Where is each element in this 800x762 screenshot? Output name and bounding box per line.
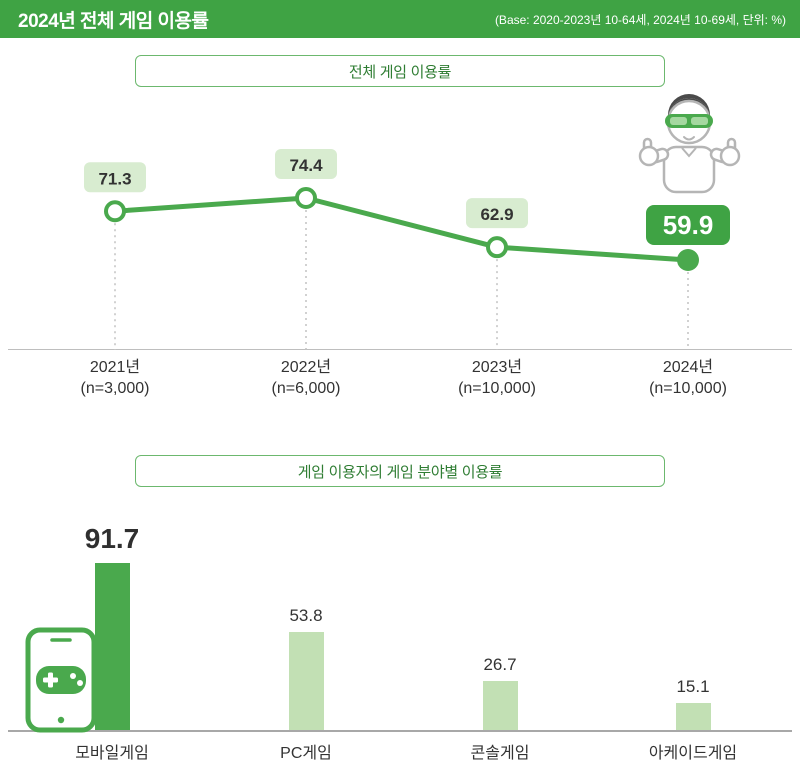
bar-category-label: 아케이드게임 — [648, 745, 738, 762]
header-bar: 2024년 전체 게임 이용률 (Base: 2020-2023년 10-64세… — [0, 0, 800, 38]
bar-value-label: 15.1 — [676, 677, 710, 696]
line-x-label: 2024년 (n=10,000) — [649, 359, 727, 397]
svg-text:62.9: 62.9 — [480, 205, 513, 224]
line-x-axis-labels: 2021년 (n=3,000) 2022년 (n=6,000) 2023년 (n=10,0… — [0, 357, 800, 405]
genre-bar-chart: 91.7 모바일게임 53.8 PC게임 26.7 콘솔게임 15.1 아케이드게임 — [0, 500, 800, 762]
bar-chart-axis-line — [8, 730, 792, 732]
svg-text:74.4: 74.4 — [289, 156, 323, 175]
line-chart-title: 전체 게임 이용률 — [135, 55, 665, 87]
bar-value-label: 26.7 — [483, 655, 517, 674]
bar — [482, 681, 518, 730]
bar-value-label: 91.7 — [84, 523, 140, 554]
line-x-label: 2021년 (n=3,000) — [80, 359, 150, 397]
mobile-game-icon — [25, 627, 97, 733]
bar-category-label: 모바일게임 — [75, 745, 149, 762]
base-note: (Base: 2020-2023년 10-64세, 2024년 10-69세, … — [494, 12, 786, 27]
line-x-label: 2022년 (n=6,000) — [271, 359, 341, 397]
bar — [94, 563, 130, 730]
bar — [675, 703, 711, 730]
line-x-label: 2023년 (n=10,000) — [458, 359, 536, 397]
bar-value-label: 53.8 — [289, 606, 323, 625]
bar — [288, 632, 324, 730]
game-usage-line-chart: 71.3 74.4 62.9 59.9 — [8, 149, 792, 350]
svg-text:71.3: 71.3 — [98, 169, 131, 188]
page-title: 2024년 전체 게임 이용률 — [18, 10, 209, 32]
svg-text:59.9: 59.9 — [663, 210, 714, 240]
bar-chart-title: 게임 이용자의 게임 분야별 이용률 — [135, 455, 665, 487]
bar-category-label: PC게임 — [280, 745, 332, 762]
bar-category-label: 콘솔게임 — [470, 745, 530, 762]
gamer-character-icon — [638, 94, 741, 194]
